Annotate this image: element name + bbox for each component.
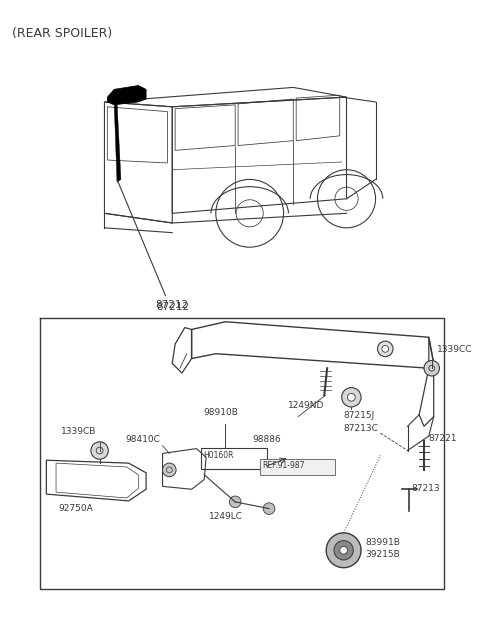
Text: (REAR SPOILER): (REAR SPOILER) xyxy=(12,28,113,40)
Text: 98910B: 98910B xyxy=(203,408,238,416)
Circle shape xyxy=(424,360,440,376)
Circle shape xyxy=(340,546,348,554)
Text: REF.91-987: REF.91-987 xyxy=(262,461,305,470)
Polygon shape xyxy=(114,102,121,182)
Text: 98410C: 98410C xyxy=(126,435,161,444)
Circle shape xyxy=(334,541,353,560)
Text: 1249ND: 1249ND xyxy=(288,401,325,410)
Text: 87212: 87212 xyxy=(156,302,190,312)
Text: 1249LC: 1249LC xyxy=(208,512,242,521)
Text: 87212: 87212 xyxy=(156,300,189,310)
Text: 98886: 98886 xyxy=(252,435,281,444)
Circle shape xyxy=(263,503,275,514)
Text: 1339CB: 1339CB xyxy=(61,427,96,436)
Circle shape xyxy=(229,496,241,507)
Text: 87213: 87213 xyxy=(411,484,440,494)
Circle shape xyxy=(326,533,361,568)
Circle shape xyxy=(342,387,361,407)
Text: 87221: 87221 xyxy=(429,434,457,443)
Text: 87215J: 87215J xyxy=(344,411,375,420)
Text: 39215B: 39215B xyxy=(365,550,400,559)
Polygon shape xyxy=(108,85,146,105)
Circle shape xyxy=(382,345,389,352)
Circle shape xyxy=(91,442,108,459)
Text: 92750A: 92750A xyxy=(58,504,93,513)
Circle shape xyxy=(377,341,393,357)
FancyBboxPatch shape xyxy=(260,459,335,475)
Circle shape xyxy=(163,463,176,477)
Circle shape xyxy=(348,393,355,401)
Text: 87213C: 87213C xyxy=(344,425,379,433)
Text: 83991B: 83991B xyxy=(365,538,400,547)
Text: H0160R: H0160R xyxy=(203,450,234,460)
Text: 1339CC: 1339CC xyxy=(437,345,472,354)
